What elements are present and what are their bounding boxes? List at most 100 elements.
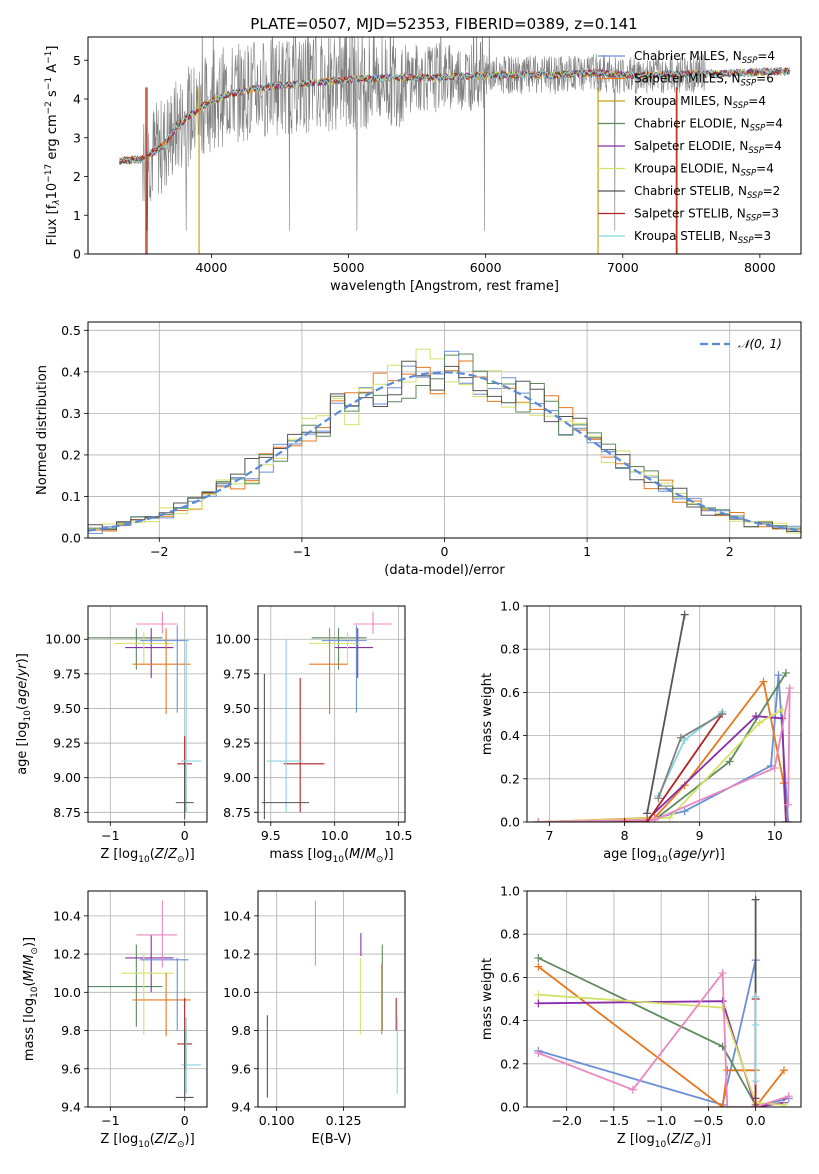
label-part: Z [log [100,847,138,862]
y-tick-label: 10.2 [223,947,251,962]
axes-frame [526,605,802,823]
label-part: ( [668,847,673,862]
mass-weight-marker [751,1020,760,1029]
y-tick-label: 1.0 [500,884,520,899]
y-tick-label: 8.75 [53,805,81,820]
mass-weight-marker [774,671,783,680]
legend-label: Kroupa STELIB, NSSP=3 [634,229,771,246]
legend-part: Salpeter STELIB, N [634,207,746,221]
x-tick-label: 9 [696,828,704,843]
y-tick-label: 8.75 [223,805,251,820]
label-part: / [22,965,37,970]
mass-weight-line [537,970,789,1107]
axes-residuals: −2 −1 0 1 2 0.0 0.1 0.2 0.3 0.4 0.5 (data-model)/er… [35,322,801,578]
label-subscript: 10 [655,1140,667,1150]
y-axis-label: Normed distribution [35,365,50,495]
legend-part: =4 [748,94,766,108]
mass-weight-marker [654,794,663,803]
mass-weight-line [624,713,723,822]
mass-weight-marker [779,1100,788,1107]
mass-weight-marker [751,895,760,904]
legend-part: =4 [756,162,774,176]
mass-weight-marker [755,718,764,727]
x-tick-label: 0.125 [326,1113,362,1128]
label-part: )] [715,847,725,862]
y-tick-label: 9.25 [53,736,81,751]
label-subscript: 10 [333,855,345,865]
x-axis-label: (data-model)/error [384,563,505,578]
mass-weight-marker [718,1003,727,1012]
y-tick-label: 0.4 [500,1013,520,1028]
mass-weight-marker [723,1103,732,1107]
label-part: ( [22,981,37,986]
y-axis-label: Flux [fλ10−17 erg cm−2 s−1 A−1] [44,46,62,246]
y-tick-label: 0.4 [61,364,81,379]
x-tick-label: 8000 [744,260,776,275]
label-subscript: 10 [30,986,40,998]
errorbar-group [261,611,393,820]
errorbar-group [88,611,202,820]
spectrum-data-line [119,37,791,231]
mass-weight-marker [534,999,543,1008]
label-superscript: −17 [44,164,54,183]
label-part: )] [701,1132,711,1147]
axes-frame [257,890,406,1108]
mass-weight-line [537,965,785,1107]
mass-weight-marker [534,818,543,822]
y-tick-label: 9.4 [231,1100,251,1115]
x-tick-label: 5000 [333,260,365,275]
legend-label: Salpeter ELODIE, NSSP=4 [634,139,782,156]
y-tick-label: 0.8 [500,642,520,657]
mass-weight-marker [534,962,543,971]
mass-weight-marker [620,818,629,822]
mass-weight-marker [718,969,727,978]
y-tick-label: 2 [73,169,81,184]
y-tick-label: 0.1 [61,489,81,504]
legend-part: =2 [763,184,781,198]
label-italic: Z [154,1132,165,1147]
x-tick-label: 2 [726,544,734,559]
x-tick-label: 10 [767,828,783,843]
x-axis-label: E(B-V) [311,1132,351,1147]
y-tick-label: 0 [73,247,81,262]
legend-part: =3 [761,207,779,221]
label-italic: age [673,847,697,862]
legend-subscript: SSP [738,236,754,246]
y-tick-label: 10.4 [53,908,81,923]
legend-part: Salpeter ELODIE, N [634,139,748,153]
label-part: )] [383,847,393,862]
label-subscript: ⊙ [30,947,40,955]
mass-weight-marker [718,1103,727,1107]
axes-frame [87,36,802,255]
x-tick-label: −0.5 [693,1113,723,1128]
x-axis-label: mass [log10(M/M⊙)] [269,847,393,865]
label-part: )] [185,1132,195,1147]
mass-weight-marker [643,818,652,822]
x-tick-label: −1 [101,828,119,843]
y-tick-label: 9.25 [223,736,251,751]
y-tick-label: 10.2 [53,947,81,962]
label-superscript: −1 [44,77,54,90]
mass-weight-line [538,687,791,822]
legend-subscript: SSP [750,124,766,134]
label-part: A [45,64,60,77]
y-tick-label: 9.8 [61,1023,81,1038]
label-part: s [45,90,60,101]
label-part: Flux [f [45,204,60,245]
axes-mass-vs-ebv: 0.100 0.125 9.4 9.6 9.8 10.0 10.2 10.4 E(B-V) [223,891,405,1147]
label-italic: Z [154,847,165,862]
axes-frame [257,605,406,823]
legend-subscript: SSP [741,79,757,89]
label-part: erg cm [45,114,60,163]
mass-weight-marker [718,710,727,718]
label-part: ] [45,46,60,51]
mass-weight-marker [784,818,793,822]
x-tick-label: 0 [181,1113,189,1128]
x-tick-label: −1 [293,544,311,559]
x-axis-label: age [log10(age/yr)] [603,847,725,865]
label-italic: yr [15,662,30,678]
legend-label: Chabrier MILES, NSSP=4 [634,49,775,66]
x-tick-label: 0 [441,544,449,559]
